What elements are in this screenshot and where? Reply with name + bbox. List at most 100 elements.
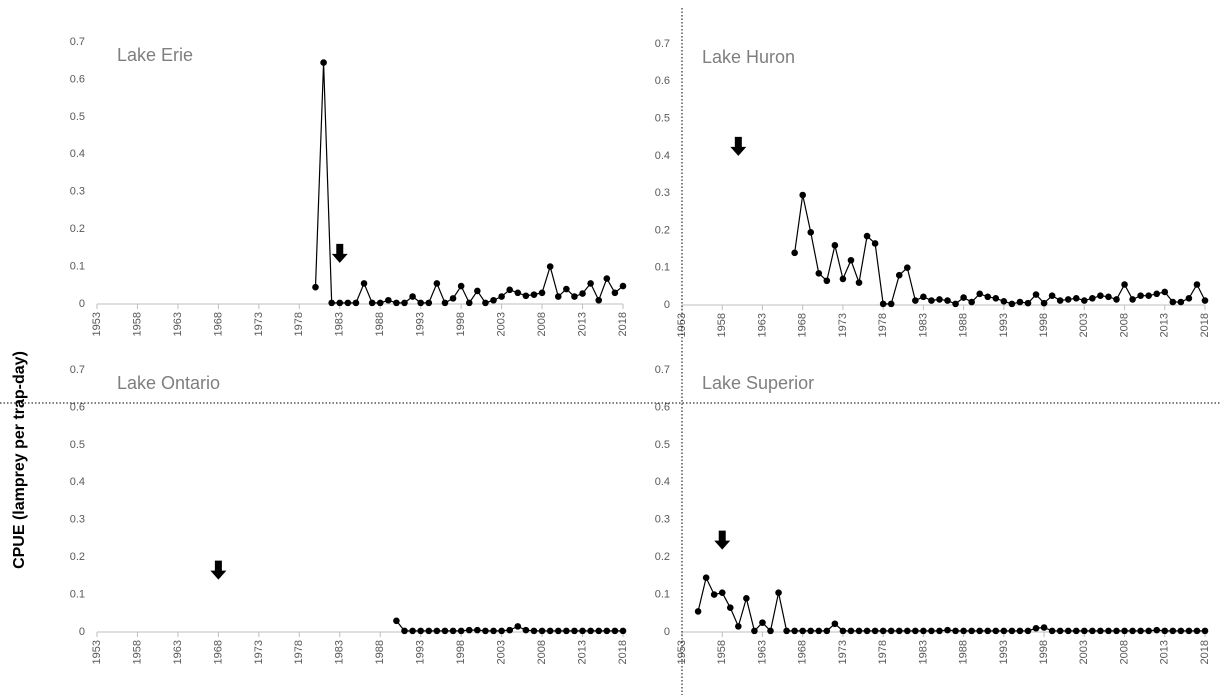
data-point (1137, 292, 1144, 299)
data-point (815, 270, 823, 277)
data-point (554, 627, 562, 635)
x-tick-label: 1958 (716, 640, 728, 664)
data-point (1064, 296, 1072, 303)
data-point (619, 282, 627, 290)
panel-title: Lake Ontario (117, 373, 220, 393)
data-point (1145, 627, 1152, 635)
data-point (336, 299, 344, 307)
x-tick-label: 1958 (131, 640, 143, 664)
data-point (579, 627, 586, 635)
data-point (538, 289, 546, 297)
series (791, 191, 1209, 308)
y-tick-label: 0.1 (70, 260, 85, 272)
data-point (1201, 297, 1209, 304)
data-point (694, 608, 702, 615)
x-tick-label: 2008 (536, 312, 548, 336)
data-point (1105, 293, 1112, 301)
x-tick-label: 1998 (1038, 313, 1050, 337)
data-point (360, 280, 368, 287)
data-point (546, 627, 554, 635)
y-tick-label: 0.4 (70, 476, 85, 488)
data-point (603, 275, 611, 282)
data-point (1177, 627, 1185, 635)
x-tick-label: 1978 (877, 640, 889, 664)
x-tick-label: 1963 (172, 640, 184, 664)
data-point (960, 294, 967, 301)
y-tick-label: 0 (79, 298, 85, 310)
y-tick-label: 0.4 (655, 150, 670, 162)
y-tick-label: 0.6 (70, 73, 85, 85)
data-point (984, 627, 992, 635)
x-tick-label: 2003 (1078, 313, 1090, 337)
x-tick-label: 1988 (374, 312, 386, 336)
data-point (433, 280, 441, 287)
data-point (1016, 298, 1024, 306)
y-tick-label: 0 (664, 626, 670, 638)
data-point (522, 626, 530, 634)
data-point (775, 589, 782, 596)
data-point (823, 627, 831, 635)
y-tick-label: 0.7 (70, 36, 85, 48)
data-point (887, 300, 895, 308)
data-point (312, 283, 319, 291)
data-point (571, 293, 578, 300)
data-point (1008, 627, 1016, 635)
x-tick-label: 1978 (293, 640, 305, 664)
data-point (425, 627, 433, 635)
data-point (1153, 290, 1161, 298)
x-tick-label: 2018 (617, 312, 629, 336)
data-point (863, 627, 871, 635)
data-point (1097, 292, 1104, 299)
data-point (1169, 627, 1177, 635)
data-point (1121, 627, 1128, 635)
data-point (611, 627, 619, 635)
data-point (563, 627, 570, 635)
data-point (352, 299, 360, 307)
arrow (210, 560, 227, 580)
x-tick-label: 2013 (576, 640, 588, 664)
data-point (976, 290, 984, 298)
y-tick-label: 0.2 (70, 223, 85, 235)
x-tick-label: 1958 (716, 313, 728, 337)
data-point (879, 627, 887, 635)
x-tick-label: 1978 (877, 313, 889, 337)
x-tick-label: 2008 (1118, 640, 1130, 664)
y-tick-label: 0.3 (70, 186, 85, 198)
data-point (465, 299, 473, 307)
data-point (1081, 627, 1088, 635)
data-point (611, 289, 619, 297)
panel-title: Lake Superior (702, 373, 814, 393)
data-point (571, 627, 578, 635)
data-point (952, 300, 959, 308)
data-point (417, 627, 424, 635)
x-tick-label: 2013 (1159, 313, 1171, 337)
data-point (393, 617, 400, 625)
data-point (530, 627, 538, 635)
data-point (401, 627, 408, 635)
data-point (871, 627, 879, 635)
data-point (936, 627, 943, 635)
x-tick-label: 2008 (536, 640, 548, 664)
x-tick-label: 1968 (797, 313, 809, 337)
x-tick-label: 1958 (131, 312, 143, 336)
data-point (449, 627, 457, 635)
y-tick-label: 0.5 (70, 111, 85, 123)
data-point (1081, 297, 1088, 304)
y-tick-label: 0.2 (70, 551, 85, 563)
data-point (831, 620, 839, 628)
y-tick-label: 0.2 (655, 551, 670, 563)
data-point (409, 293, 416, 300)
data-line (697, 575, 1205, 633)
data-point (441, 299, 449, 307)
y-tick-label: 0.7 (70, 364, 85, 376)
data-point (1097, 627, 1104, 635)
data-point (595, 627, 603, 635)
data-point (799, 627, 806, 635)
x-tick-label: 1983 (917, 313, 929, 337)
y-tick-label: 0.1 (655, 588, 670, 600)
data-point (1048, 292, 1056, 299)
data-point (920, 293, 927, 301)
data-point (490, 627, 497, 635)
data-point (743, 595, 750, 602)
